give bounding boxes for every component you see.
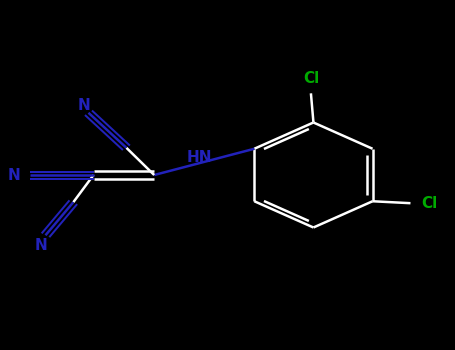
- Text: HN: HN: [187, 150, 212, 165]
- Text: N: N: [35, 238, 48, 252]
- Text: Cl: Cl: [303, 71, 319, 86]
- Text: Cl: Cl: [421, 196, 438, 211]
- Text: N: N: [78, 98, 91, 112]
- Text: N: N: [7, 168, 20, 182]
